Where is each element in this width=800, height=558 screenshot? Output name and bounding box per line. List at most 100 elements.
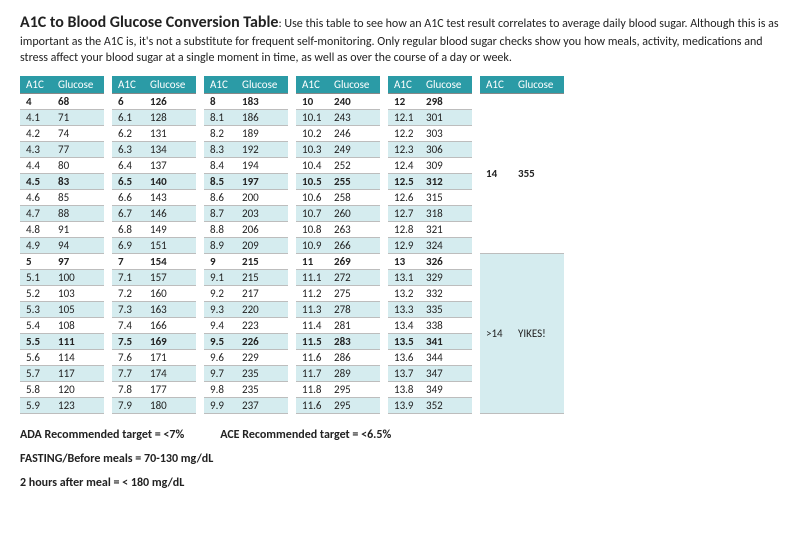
table-row: 5.3105 xyxy=(20,301,104,317)
cell-a1c: 13.9 xyxy=(388,397,420,413)
table-row: 11.6295 xyxy=(296,397,380,413)
cell-a1c: 9.1 xyxy=(204,269,236,285)
table-row: 597 xyxy=(20,253,104,269)
table-row: 13.9352 xyxy=(388,397,472,413)
cell-glucose: 194 xyxy=(236,157,288,173)
cell-glucose: 68 xyxy=(52,93,104,109)
cell-a1c: 6 xyxy=(112,93,144,109)
cell-a1c: 9.3 xyxy=(204,301,236,317)
cell-a1c: 9.8 xyxy=(204,381,236,397)
table-row: 13.2332 xyxy=(388,285,472,301)
cell-glucose: 160 xyxy=(144,285,196,301)
cell-glucose: 306 xyxy=(420,141,472,157)
table-row: 4.788 xyxy=(20,205,104,221)
cell-glucose: 335 xyxy=(420,301,472,317)
cell-a1c: 6.2 xyxy=(112,125,144,141)
table-row: 6.2131 xyxy=(112,125,196,141)
cell-glucose: 309 xyxy=(420,157,472,173)
cell-a1c: 11.5 xyxy=(296,333,328,349)
header-glucose: Glucose xyxy=(512,76,564,94)
cell-glucose: 263 xyxy=(328,221,380,237)
table-row: 12.8321 xyxy=(388,221,472,237)
cell-glucose: 206 xyxy=(236,221,288,237)
table-row: 8.3192 xyxy=(204,141,288,157)
table-row: 12.2303 xyxy=(388,125,472,141)
conversion-column: A1CGlucose1024010.124310.224610.324910.4… xyxy=(296,76,380,414)
cell-a1c: 13.2 xyxy=(388,285,420,301)
cell-a1c: 9.6 xyxy=(204,349,236,365)
conversion-column: A1CGlucose1229812.130112.230312.330612.4… xyxy=(388,76,472,414)
cell-a1c: 4.4 xyxy=(20,157,52,173)
table-row: 7.8177 xyxy=(112,381,196,397)
table-row: 9.8235 xyxy=(204,381,288,397)
cell-glucose: 301 xyxy=(420,109,472,125)
cell-glucose: 123 xyxy=(52,397,104,413)
cell-glucose: 74 xyxy=(52,125,104,141)
cell-glucose: 151 xyxy=(144,237,196,253)
cell-a1c: 8.9 xyxy=(204,237,236,253)
cell-glucose: 94 xyxy=(52,237,104,253)
cell-glucose: 97 xyxy=(52,253,104,269)
cell-a1c: 12.8 xyxy=(388,221,420,237)
cell-a1c: 8.8 xyxy=(204,221,236,237)
cell-glucose: 183 xyxy=(236,93,288,109)
cell-glucose: 114 xyxy=(52,349,104,365)
cell-a1c: 12 xyxy=(388,93,420,109)
header-glucose: Glucose xyxy=(52,76,104,94)
cell-a1c: 7.5 xyxy=(112,333,144,349)
table-row: 6.7146 xyxy=(112,205,196,221)
cell-glucose: 215 xyxy=(236,253,288,269)
header-a1c: A1C xyxy=(388,76,420,94)
cell-glucose: 341 xyxy=(420,333,472,349)
cell-glucose: 355 xyxy=(512,93,564,253)
cell-a1c: 5.9 xyxy=(20,397,52,413)
cell-glucose: 146 xyxy=(144,205,196,221)
cell-glucose: 140 xyxy=(144,173,196,189)
table-row: 11.5283 xyxy=(296,333,380,349)
cell-a1c: 5.3 xyxy=(20,301,52,317)
cell-glucose: 157 xyxy=(144,269,196,285)
cell-glucose: 117 xyxy=(52,365,104,381)
table-row: 8.2189 xyxy=(204,125,288,141)
cell-glucose: 324 xyxy=(420,237,472,253)
table-row: 4.171 xyxy=(20,109,104,125)
table-row: 13.6344 xyxy=(388,349,472,365)
cell-glucose: 134 xyxy=(144,141,196,157)
cell-glucose: 226 xyxy=(236,333,288,349)
cell-a1c: 6.5 xyxy=(112,173,144,189)
cell-a1c: 7.1 xyxy=(112,269,144,285)
cell-a1c: 8.5 xyxy=(204,173,236,189)
header-glucose: Glucose xyxy=(420,76,472,94)
cell-a1c: 10.3 xyxy=(296,141,328,157)
table-row: 9.5226 xyxy=(204,333,288,349)
cell-a1c: 5.4 xyxy=(20,317,52,333)
cell-a1c: 8 xyxy=(204,93,236,109)
cell-glucose: 237 xyxy=(236,397,288,413)
table-row: 8183 xyxy=(204,93,288,109)
cell-glucose: YIKES! xyxy=(512,253,564,413)
cell-a1c: 12.6 xyxy=(388,189,420,205)
cell-a1c: 10.4 xyxy=(296,157,328,173)
cell-a1c: 4.8 xyxy=(20,221,52,237)
table-row: 9.9237 xyxy=(204,397,288,413)
table-row: 10240 xyxy=(296,93,380,109)
fasting-target: FASTING/Before meals = 70-130 mg/dL xyxy=(20,452,780,466)
cell-glucose: 318 xyxy=(420,205,472,221)
cell-a1c: 10 xyxy=(296,93,328,109)
table-row: 5.6114 xyxy=(20,349,104,365)
cell-glucose: 209 xyxy=(236,237,288,253)
table-row: 8.7203 xyxy=(204,205,288,221)
table-row: 9.4223 xyxy=(204,317,288,333)
conversion-column: A1CGlucose4684.1714.2744.3774.4804.5834.… xyxy=(20,76,104,414)
cell-glucose: 171 xyxy=(144,349,196,365)
cell-a1c: 8.2 xyxy=(204,125,236,141)
postprandial-target: 2 hours after meal = < 180 mg/dL xyxy=(20,476,780,490)
cell-glucose: 217 xyxy=(236,285,288,301)
cell-a1c: 4.5 xyxy=(20,173,52,189)
cell-glucose: 281 xyxy=(328,317,380,333)
cell-a1c: 5.6 xyxy=(20,349,52,365)
cell-a1c: 5 xyxy=(20,253,52,269)
cell-glucose: 312 xyxy=(420,173,472,189)
table-row: 13.7347 xyxy=(388,365,472,381)
cell-a1c: 9.9 xyxy=(204,397,236,413)
